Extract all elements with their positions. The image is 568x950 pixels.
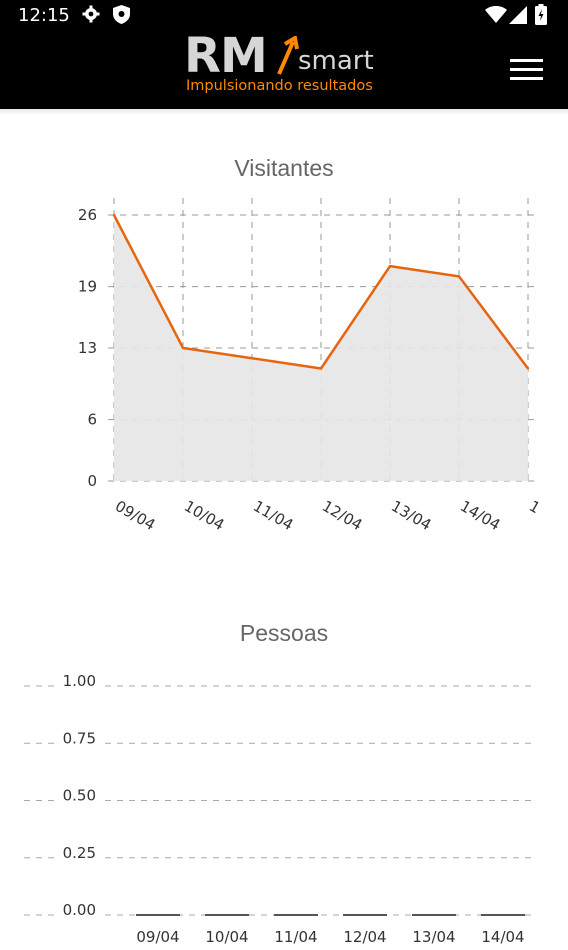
bar xyxy=(136,914,180,916)
visitantes-chart: 26 19 13 6 0 09/04 10/04 11/04 12/04 13/04 14/04 1 xyxy=(78,198,543,534)
y-tick-label: 0.25 xyxy=(63,844,96,862)
x-tick-label: 09/04 xyxy=(112,497,158,534)
data-point xyxy=(250,357,254,360)
y-tick-label: 1.00 xyxy=(63,672,96,690)
logo-arrow-icon xyxy=(277,36,299,75)
logo-sub-text: smart xyxy=(298,46,374,76)
signal-icon xyxy=(509,6,527,29)
app-header: RM smart Impulsionando resultados xyxy=(0,28,568,109)
wifi-icon xyxy=(485,6,507,28)
x-tick-label: 13/04 xyxy=(388,497,434,534)
y-tick-label: 0.50 xyxy=(63,787,96,805)
pessoas-chart-title: Pessoas xyxy=(239,620,329,646)
bar xyxy=(412,914,456,916)
rmsmart-logo[interactable]: RM smart Impulsionando resultados xyxy=(184,28,384,100)
bar xyxy=(274,914,318,916)
visitantes-chart-title: Visitantes xyxy=(234,155,334,181)
battery-icon xyxy=(535,4,547,30)
x-tick-label: 12/04 xyxy=(343,928,386,946)
logo-tagline: Impulsionando resultados xyxy=(186,78,373,94)
pessoas-chart: 1.00 0.75 0.50 0.25 0.00 09/04 10/04 11/04 12/04… xyxy=(24,672,535,946)
bar xyxy=(343,914,387,916)
x-tick-label: 11/04 xyxy=(250,497,296,534)
y-tick-label: 13 xyxy=(78,339,97,357)
x-tick-label: 09/04 xyxy=(136,928,179,946)
y-tick-label: 0.75 xyxy=(63,729,96,747)
x-tick-label: 1 xyxy=(526,497,543,517)
y-tick-label: 26 xyxy=(78,206,97,224)
status-bar: 12:15 xyxy=(0,0,568,30)
x-tick-label: 14/04 xyxy=(457,497,503,534)
hamburger-menu-icon[interactable] xyxy=(510,59,543,83)
x-tick-label: 13/04 xyxy=(412,928,455,946)
header-shadow xyxy=(0,109,568,115)
data-point xyxy=(526,367,530,370)
logo-main-text: RM xyxy=(184,28,268,84)
settings-icon xyxy=(82,5,100,28)
x-tick-label: 12/04 xyxy=(319,497,365,534)
status-time: 12:15 xyxy=(18,5,70,26)
x-tick-label: 10/04 xyxy=(181,497,227,534)
y-tick-label: 6 xyxy=(87,411,97,429)
shield-icon xyxy=(113,5,130,29)
data-point xyxy=(181,346,185,350)
x-tick-label: 11/04 xyxy=(274,928,317,946)
bar xyxy=(205,914,249,916)
data-point xyxy=(388,264,392,268)
visitantes-area xyxy=(114,215,528,481)
y-tick-label: 19 xyxy=(78,278,97,296)
x-tick-label: 14/04 xyxy=(481,928,524,946)
bar xyxy=(481,914,525,916)
data-point xyxy=(112,213,116,217)
data-point xyxy=(319,367,323,370)
y-tick-label: 0.00 xyxy=(63,901,96,919)
x-tick-label: 10/04 xyxy=(205,928,248,946)
y-tick-label: 0 xyxy=(87,472,97,490)
data-point xyxy=(457,275,461,278)
